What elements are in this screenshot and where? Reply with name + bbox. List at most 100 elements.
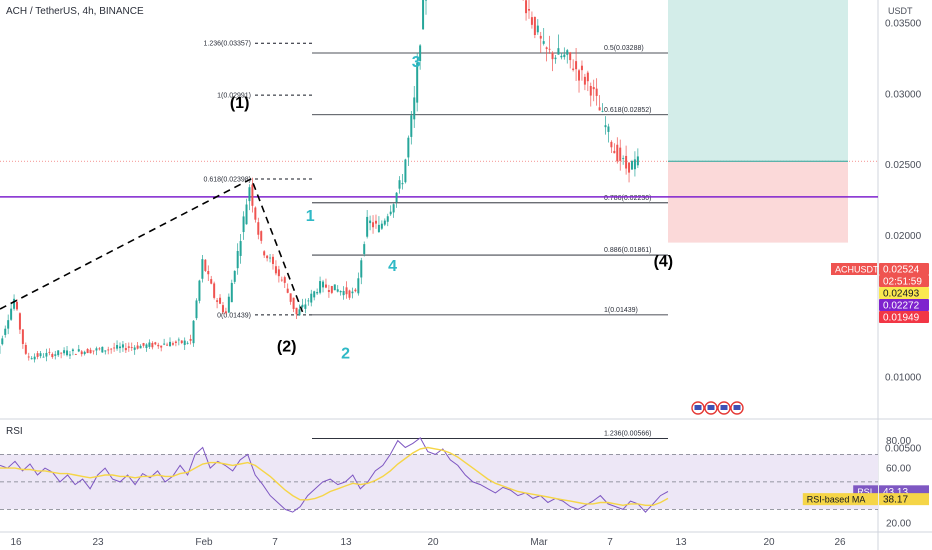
candle-body (389, 211, 392, 215)
y-tick-6: 0.03000 (885, 89, 922, 100)
y-tick-11: 0.00500 (885, 443, 922, 454)
candle-body (572, 68, 575, 70)
price-badge-text-4: 0.02493 (883, 289, 920, 300)
candle-body (283, 277, 286, 283)
candle-body (71, 349, 74, 352)
candle-body (16, 302, 18, 310)
candle-body (354, 289, 357, 292)
candle-body (80, 351, 83, 355)
x-tick-6: Mar (530, 537, 548, 548)
candle-body (154, 342, 157, 345)
time-axis[interactable]: 16 23 Feb 7 13 20 Mar 7 13 20 26 (10, 537, 846, 548)
price-axis[interactable]: 0.060000.055000.050000.045000.040000.035… (885, 0, 922, 455)
candle-body (133, 347, 136, 350)
candle-body (619, 147, 622, 161)
candle-body (83, 351, 86, 355)
candle-body (386, 216, 389, 222)
rsi-name-text-0: RSI (857, 487, 872, 497)
candle-body (113, 347, 116, 349)
candle-body (333, 284, 336, 291)
candle-body (530, 17, 533, 25)
candle-body (607, 126, 610, 132)
unit-label: USDT (888, 6, 913, 16)
candle-body (89, 349, 92, 354)
candle-body (219, 297, 222, 304)
candle-body (377, 224, 380, 232)
candle-body (342, 290, 345, 296)
candle-body (177, 339, 180, 341)
candle-body (298, 309, 301, 316)
candle-body (327, 290, 330, 292)
candle-body (130, 347, 133, 348)
x-tick-4: 13 (340, 537, 352, 548)
rsi-y-tick-1: 60.00 (886, 464, 911, 475)
candle-body (539, 35, 542, 39)
wave-label-4: 1 (306, 208, 315, 225)
candle-body (583, 76, 586, 85)
event-flag-icon-inner (720, 405, 728, 410)
candle-body (601, 111, 604, 112)
candle-body (569, 52, 572, 61)
rsi-value-text-0: 43.13 (883, 487, 908, 498)
candle-body (39, 353, 42, 357)
candle-body (274, 266, 277, 274)
candle-body (45, 352, 48, 357)
candle-body (595, 88, 598, 96)
candle-body (254, 207, 257, 220)
candle-body (169, 341, 172, 347)
price-badge-text-5: 0.02272 (883, 301, 920, 312)
candle-body (248, 187, 251, 202)
candle-body (171, 343, 174, 345)
candle-body (566, 50, 569, 55)
candle-body (295, 307, 298, 315)
candle-body (163, 343, 166, 345)
rsi-y-tick-3: 20.00 (886, 519, 911, 530)
candle-body (118, 346, 121, 349)
rsi-value-badge-1 (879, 493, 929, 506)
candle-body (51, 353, 54, 358)
event-flag-icon-inner (707, 405, 715, 410)
candle-body (242, 216, 245, 233)
candle-body (68, 354, 71, 356)
candle-body (630, 161, 633, 170)
fib-label-right-16: 1.236(0.00566) (604, 430, 651, 437)
candle-body (416, 62, 419, 103)
candle-body (348, 290, 351, 298)
candle-body (174, 341, 177, 343)
candle-body (104, 350, 107, 352)
candle-body (560, 55, 563, 58)
candle-body (622, 158, 625, 159)
price-badge-text-6: 0.01949 (883, 313, 920, 324)
candle-body (251, 184, 254, 206)
candle-body (310, 293, 313, 303)
candle-body (289, 293, 292, 302)
rsi-band (0, 454, 878, 510)
candle-body (10, 308, 13, 320)
candle-body (245, 204, 248, 225)
candle-body (336, 289, 339, 292)
candle-body (98, 348, 101, 350)
fib-label-left-4: 1.236(0.03357) (204, 41, 251, 48)
candle-body (74, 354, 77, 355)
candle-body (239, 241, 242, 256)
wave-label-3: (4) (654, 254, 674, 271)
candle-body (401, 183, 404, 185)
candle-body (92, 350, 95, 352)
rsi-name-text-1: RSI-based MA (807, 495, 866, 505)
candle-body (27, 356, 30, 358)
candle-body (542, 41, 545, 44)
candle-body (404, 159, 407, 183)
candle-body (95, 348, 98, 351)
candle-body (260, 231, 263, 241)
fib-label-left-6: 0.618(0.02398) (204, 177, 251, 184)
candle-body (221, 305, 224, 313)
candle-body (224, 311, 227, 314)
x-tick-10: 26 (834, 537, 846, 548)
candle-body (380, 223, 383, 229)
candle-body (216, 300, 219, 302)
candle-body (116, 345, 119, 349)
candle-body (233, 270, 236, 282)
candle-body (13, 298, 16, 309)
